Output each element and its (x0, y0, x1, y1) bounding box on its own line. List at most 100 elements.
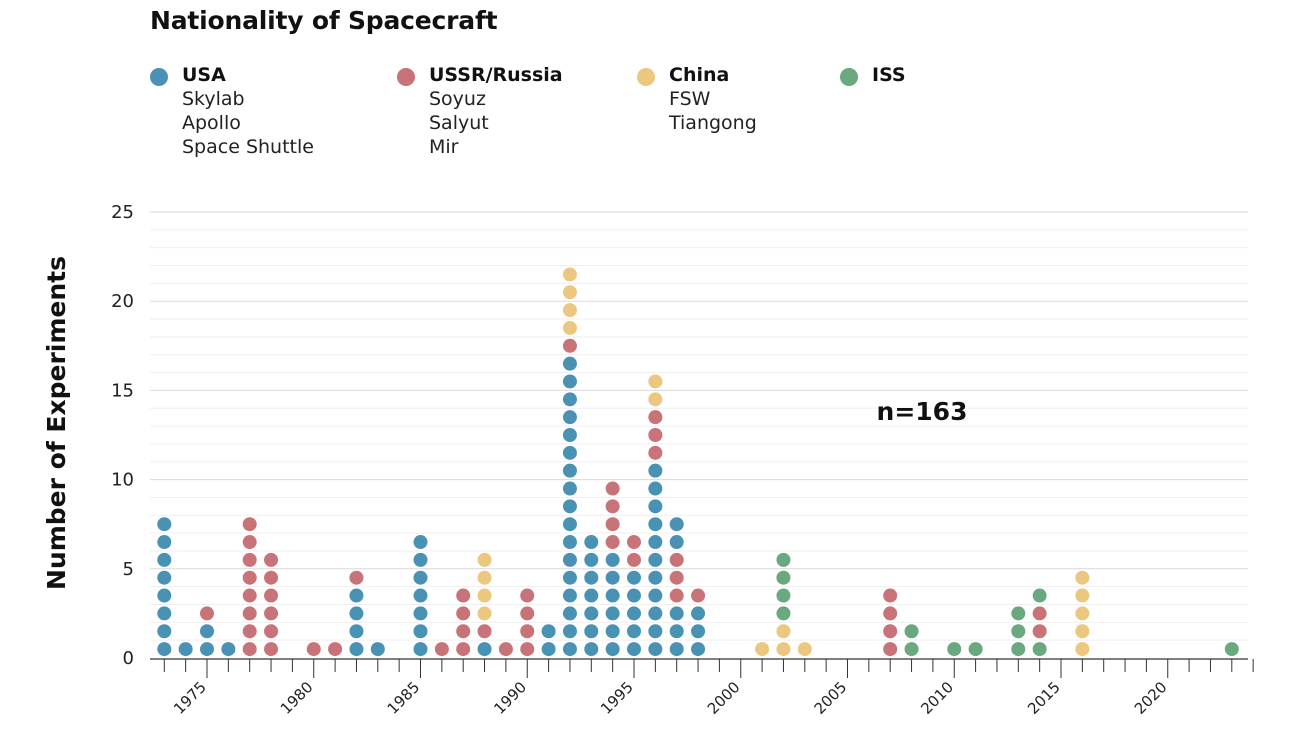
data-point-iss (1011, 642, 1026, 657)
data-point-usa (669, 642, 684, 657)
data-point-usa (648, 499, 663, 514)
data-point-ussr-russia (883, 624, 898, 639)
data-point-ussr-russia (605, 517, 620, 532)
data-point-usa (157, 535, 172, 550)
data-point-usa (200, 642, 214, 657)
data-point-china (797, 642, 812, 657)
legend-member: Salyut (429, 112, 489, 134)
y-tick-label: 10 (111, 470, 134, 491)
data-point-usa (370, 642, 385, 657)
x-axis: 1975 1980 1985 1990 1995 2000 2005 2010 2015 2020 (150, 658, 1254, 718)
x-tick-label: 1975 (170, 678, 210, 718)
data-point-iss (1011, 624, 1026, 639)
data-point-iss (1032, 588, 1047, 603)
x-tick-label: 2005 (811, 678, 851, 718)
data-point-usa (605, 552, 620, 567)
legend-member: Skylab (182, 88, 245, 110)
data-point-usa (562, 463, 577, 478)
data-point-china (477, 606, 492, 621)
data-point-ussr-russia (648, 410, 663, 425)
data-point-ussr-russia (328, 642, 343, 657)
y-tick-label: 0 (123, 648, 134, 669)
data-point-usa (541, 642, 556, 657)
data-point-usa (584, 535, 599, 550)
data-point-usa (200, 624, 214, 639)
data-point-ussr-russia (669, 570, 684, 585)
data-point-china (1075, 606, 1090, 621)
data-points (157, 267, 1239, 657)
data-point-usa (157, 517, 172, 532)
data-point-china (1075, 588, 1090, 603)
gridlines (150, 211, 1248, 641)
data-point-iss (1032, 642, 1047, 657)
data-point-ussr-russia (242, 606, 257, 621)
data-point-usa (669, 535, 684, 550)
data-point-usa (157, 606, 172, 621)
legend-swatch-ussr-russia (397, 68, 415, 86)
data-point-china (562, 320, 577, 335)
data-point-iss (776, 552, 791, 567)
data-point-china (755, 642, 770, 657)
data-point-china (562, 285, 577, 300)
data-point-china (477, 588, 492, 603)
data-point-ussr-russia (520, 606, 535, 621)
data-point-usa (562, 517, 577, 532)
data-point-usa (562, 535, 577, 550)
data-point-china (1075, 570, 1090, 585)
data-point-china (1075, 642, 1090, 657)
data-point-usa (627, 588, 641, 603)
data-point-ussr-russia (434, 642, 449, 657)
data-point-usa (562, 374, 577, 389)
data-point-usa (605, 624, 620, 639)
data-point-usa (562, 552, 577, 567)
data-point-ussr-russia (456, 624, 471, 639)
data-point-usa (349, 624, 364, 639)
data-point-usa (562, 499, 577, 514)
data-point-ussr-russia (520, 642, 535, 657)
y-tick-label: 20 (111, 291, 134, 312)
data-point-ussr-russia (883, 588, 898, 603)
data-point-iss (776, 588, 791, 603)
y-tick-label: 5 (123, 559, 134, 580)
data-point-china (776, 624, 791, 639)
data-point-usa (605, 642, 620, 657)
data-point-usa (605, 570, 620, 585)
legend-member: Tiangong (669, 112, 757, 134)
data-point-china (776, 642, 791, 657)
data-point-usa (627, 606, 641, 621)
data-point-china (562, 303, 577, 318)
data-point-usa (627, 642, 641, 657)
data-point-ussr-russia (264, 552, 279, 567)
data-point-ussr-russia (605, 481, 620, 496)
data-point-ussr-russia (605, 535, 620, 550)
data-point-usa (669, 624, 684, 639)
data-point-china (562, 267, 577, 282)
data-point-usa (648, 570, 663, 585)
data-point-usa (178, 642, 193, 657)
legend-member: Space Shuttle (182, 136, 314, 158)
data-point-usa (648, 463, 663, 478)
data-point-usa (562, 392, 577, 407)
data-point-ussr-russia (520, 624, 535, 639)
data-point-usa (413, 588, 428, 603)
y-axis-label: Number of Experiments (42, 256, 71, 590)
legend-swatch-usa (150, 68, 168, 86)
data-point-usa (413, 642, 428, 657)
data-point-iss (947, 642, 962, 657)
data-point-ussr-russia (264, 588, 279, 603)
data-point-usa (605, 606, 620, 621)
data-point-ussr-russia (627, 535, 641, 550)
data-point-iss (1011, 606, 1026, 621)
data-point-usa (605, 588, 620, 603)
data-point-china (648, 374, 663, 389)
data-point-ussr-russia (306, 642, 321, 657)
y-axis-ticks: 0 5 10 15 20 25 (111, 202, 134, 669)
data-point-ussr-russia (648, 428, 663, 442)
data-point-ussr-russia (264, 570, 279, 585)
data-point-usa (669, 517, 684, 532)
data-point-usa (648, 535, 663, 550)
data-point-usa (562, 428, 577, 442)
data-point-usa (413, 552, 428, 567)
data-point-china (477, 570, 492, 585)
data-point-ussr-russia (477, 624, 492, 639)
